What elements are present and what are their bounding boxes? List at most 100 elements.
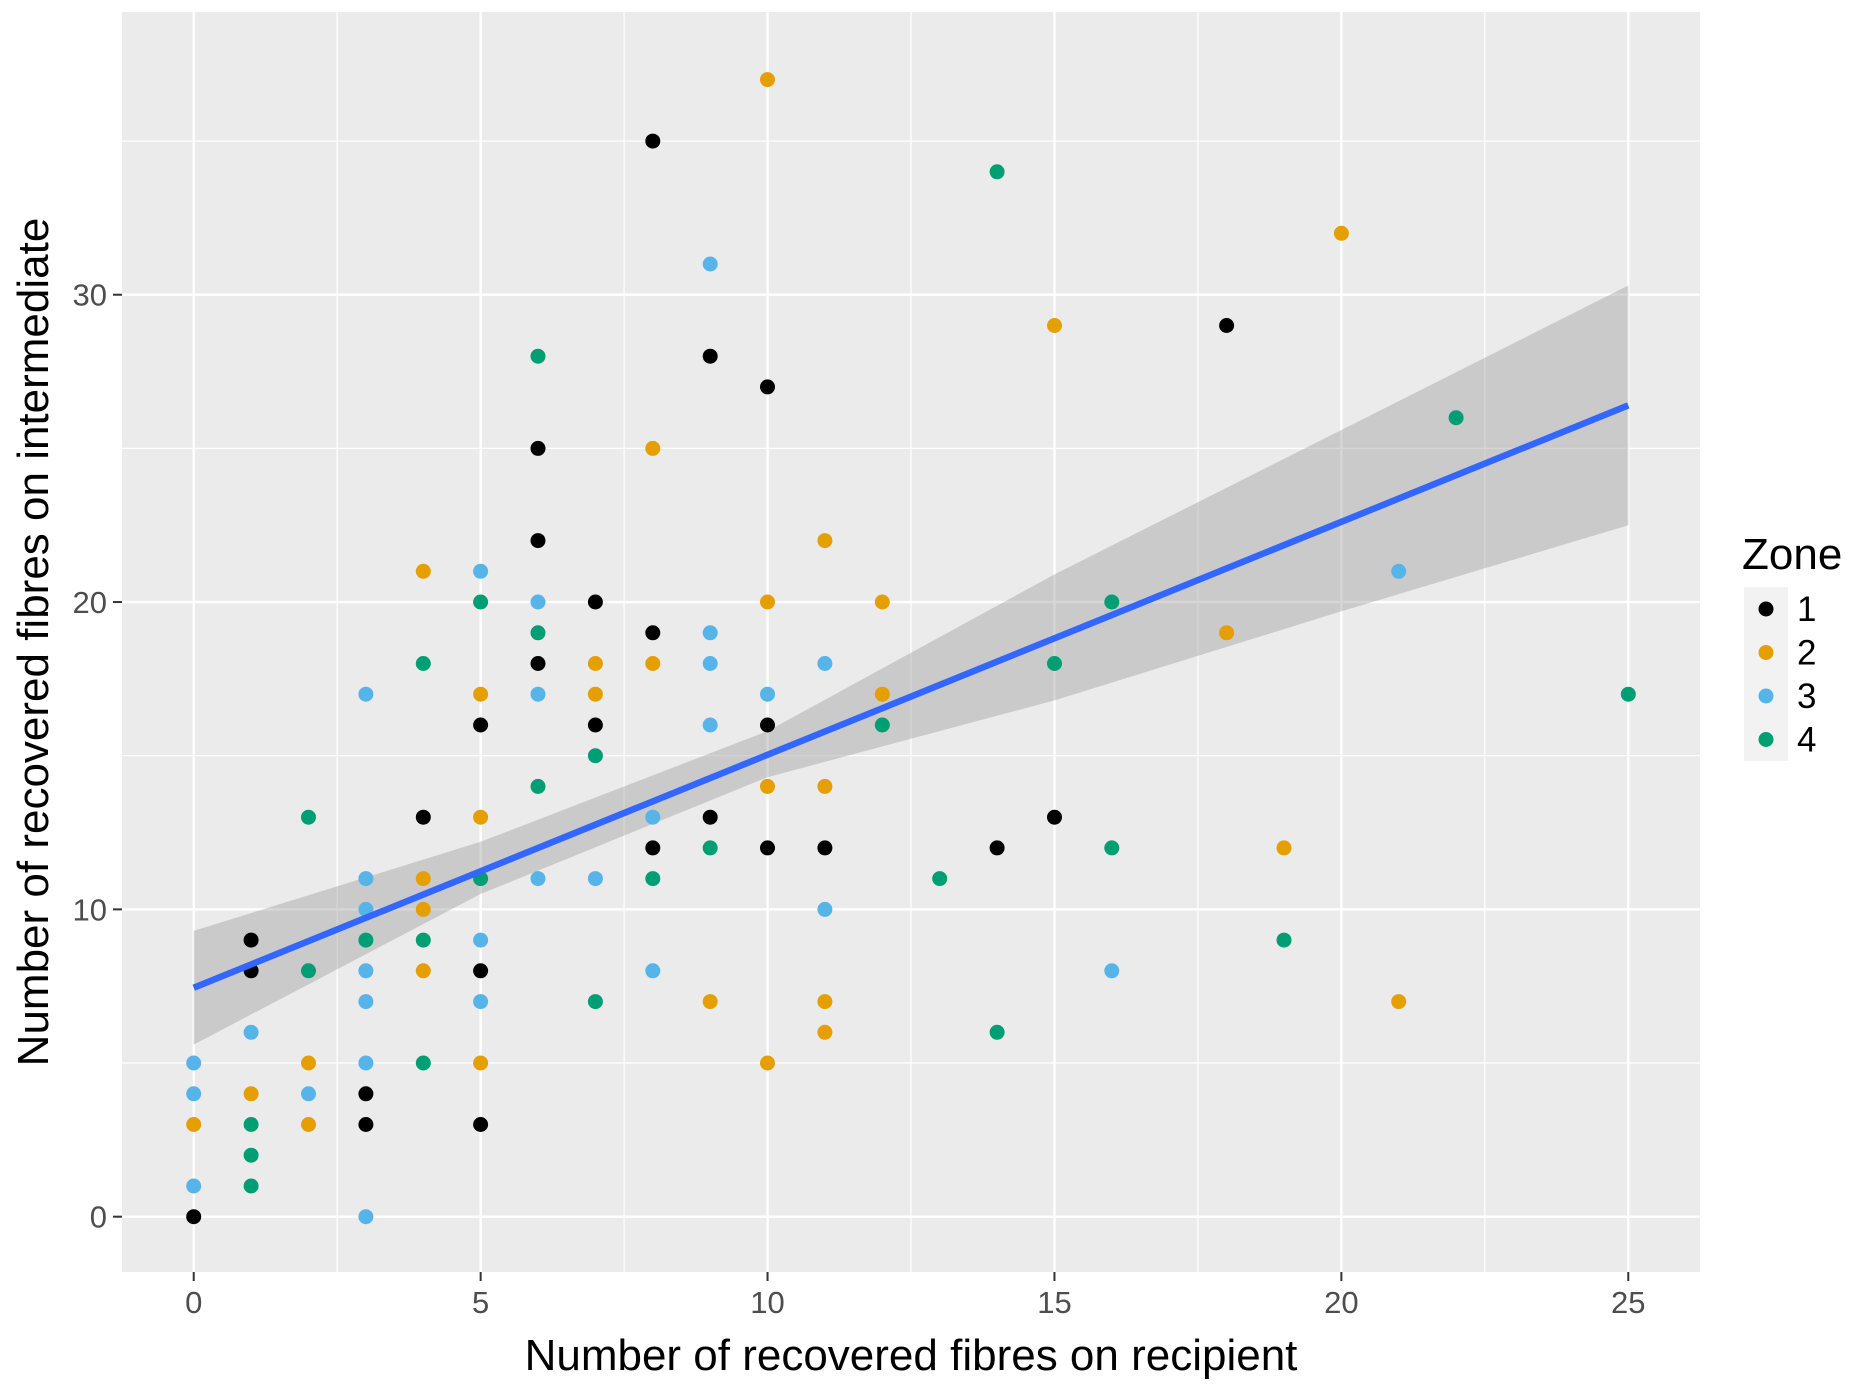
trend-line — [192, 402, 1630, 991]
data-point-zone-1 — [530, 533, 546, 549]
x-tick-label: 25 — [1611, 1285, 1645, 1320]
data-point-zone-4 — [301, 809, 316, 825]
data-point-zone-4 — [989, 1024, 1005, 1040]
x-axis: 0 5 10 15 20 25 — [185, 1272, 1646, 1320]
data-point-zone-1 — [587, 594, 603, 610]
data-point-zone-4 — [645, 871, 661, 887]
data-point-zone-2 — [645, 656, 661, 671]
data-point-zone-2 — [415, 901, 431, 917]
data-point-zone-1 — [702, 348, 718, 364]
legend-key-zone-4 — [1758, 732, 1774, 747]
data-point-zone-2 — [473, 1055, 489, 1071]
y-tick-label: 30 — [73, 278, 107, 313]
data-point-zone-2 — [760, 594, 775, 610]
data-point-zone-4 — [473, 594, 489, 610]
data-point-zone-3 — [358, 1209, 374, 1225]
data-point-zone-2 — [1219, 625, 1235, 641]
data-point-zone-4 — [587, 748, 603, 764]
data-points — [186, 72, 1636, 1225]
y-tick-label: 20 — [73, 585, 107, 620]
legend-title: Zone — [1742, 530, 1842, 579]
data-point-zone-4 — [1620, 686, 1636, 702]
data-point-zone-4 — [243, 1178, 259, 1194]
confidence-band-area — [193, 285, 1629, 1045]
data-point-zone-1 — [473, 963, 489, 979]
data-point-zone-3 — [473, 563, 489, 579]
confidence-band — [193, 285, 1629, 1045]
data-point-zone-2 — [702, 994, 718, 1010]
data-point-zone-1 — [760, 379, 775, 395]
data-point-zone-4 — [530, 778, 546, 794]
data-point-zone-3 — [530, 871, 546, 887]
data-point-zone-1 — [530, 440, 546, 456]
data-point-zone-1 — [645, 133, 661, 149]
data-point-zone-4 — [874, 717, 890, 733]
data-point-zone-4 — [301, 963, 316, 979]
data-point-zone-1 — [587, 717, 603, 733]
data-point-zone-2 — [817, 778, 833, 794]
data-point-zone-2 — [1276, 840, 1292, 856]
data-point-zone-2 — [1391, 994, 1407, 1010]
data-point-zone-1 — [760, 717, 775, 733]
data-point-zone-4 — [1047, 656, 1062, 671]
data-point-zone-4 — [702, 840, 718, 856]
y-tick-label: 0 — [90, 1200, 107, 1235]
minor-gridlines — [122, 12, 1700, 1272]
data-point-zone-1 — [645, 840, 661, 856]
data-point-zone-2 — [1333, 225, 1349, 241]
x-axis-title: Number of recovered fibres on recipient — [525, 1331, 1298, 1380]
data-point-zone-3 — [243, 1024, 259, 1040]
x-tick-label: 20 — [1324, 1285, 1358, 1320]
data-point-zone-4 — [243, 1117, 259, 1132]
data-point-zone-2 — [817, 533, 833, 549]
data-point-zone-2 — [817, 994, 833, 1010]
legend-label-zone-4: 4 — [1797, 721, 1816, 760]
data-point-zone-2 — [874, 686, 890, 702]
data-point-zone-2 — [186, 1117, 202, 1132]
data-point-zone-3 — [473, 932, 489, 948]
data-point-zone-1 — [243, 932, 259, 948]
data-point-zone-4 — [989, 164, 1005, 180]
x-tick-label: 10 — [750, 1285, 784, 1320]
data-point-zone-1 — [186, 1209, 202, 1225]
data-point-zone-4 — [243, 1147, 259, 1163]
data-point-zone-2 — [415, 963, 431, 979]
data-point-zone-1 — [702, 809, 718, 825]
legend-entries: 1 2 3 4 — [1758, 590, 1816, 760]
data-point-zone-1 — [415, 809, 431, 825]
legend-key-zone-1 — [1758, 601, 1774, 617]
data-point-zone-1 — [645, 625, 661, 641]
regression-line — [192, 402, 1630, 991]
data-point-zone-3 — [186, 1086, 202, 1102]
data-point-zone-3 — [1104, 963, 1120, 979]
data-point-zone-3 — [358, 1055, 374, 1071]
data-point-zone-2 — [301, 1117, 316, 1132]
data-point-zone-3 — [358, 686, 374, 702]
data-point-zone-2 — [473, 686, 489, 702]
data-point-zone-2 — [587, 686, 603, 702]
y-axis-title: Number of recovered fibres on intermedia… — [9, 218, 58, 1067]
data-point-zone-4 — [1276, 932, 1292, 948]
data-point-zone-2 — [243, 1086, 259, 1102]
data-point-zone-2 — [817, 1024, 833, 1040]
data-point-zone-4 — [1104, 840, 1120, 856]
data-point-zone-4 — [415, 932, 431, 948]
data-point-zone-2 — [760, 72, 775, 88]
data-point-zone-4 — [358, 932, 374, 948]
data-point-zone-3 — [358, 994, 374, 1010]
data-point-zone-1 — [358, 1117, 374, 1132]
data-point-zone-3 — [760, 686, 775, 702]
data-point-zone-2 — [301, 1055, 316, 1071]
data-point-zone-3 — [702, 656, 718, 671]
legend-label-zone-1: 1 — [1797, 590, 1816, 629]
data-point-zone-4 — [932, 871, 948, 887]
legend-label-zone-3: 3 — [1797, 677, 1816, 716]
data-point-zone-2 — [760, 778, 775, 794]
data-point-zone-1 — [760, 840, 775, 856]
data-point-zone-3 — [530, 686, 546, 702]
data-point-zone-3 — [186, 1178, 202, 1194]
data-point-zone-3 — [530, 594, 546, 610]
data-point-zone-3 — [186, 1055, 202, 1071]
data-point-zone-2 — [473, 809, 489, 825]
